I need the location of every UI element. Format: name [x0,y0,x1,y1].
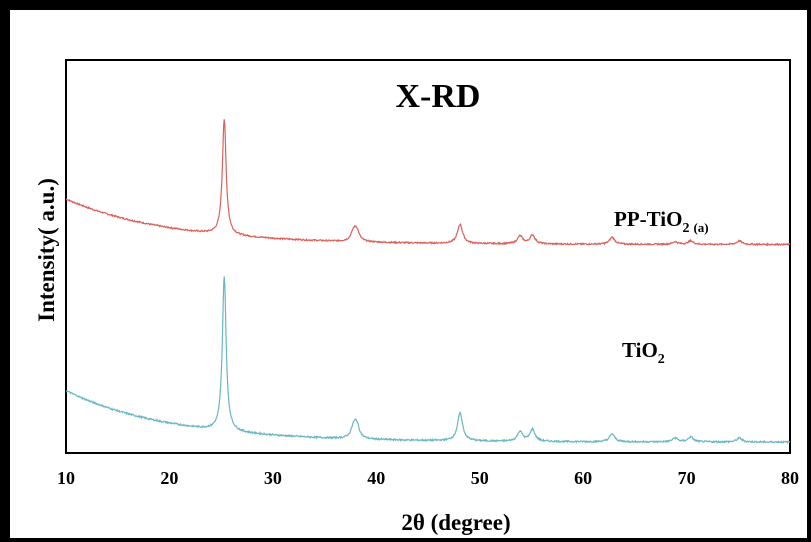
y-axis-label: Intensity( a.u.) [34,178,59,322]
x-tick-label: 70 [678,468,696,488]
series-line-pp-tio2 [65,119,791,247]
x-tick-label: 20 [160,468,178,488]
x-axis-label: 2θ (degree) [401,510,510,535]
legend-label-pp-tio2: PP-TiO2 (a) [614,207,709,236]
x-tick-label: 30 [264,468,282,488]
legend-label-tio2: TiO2 [622,338,665,367]
series-line-tio2 [65,276,791,445]
x-tick-label: 60 [574,468,592,488]
x-tick-label: 40 [367,468,385,488]
plot-area [65,59,791,454]
series-group [65,119,791,445]
chart-title: X-RD [396,78,481,115]
x-ticks: 10 20 30 40 50 60 70 80 [57,468,799,488]
x-tick-label: 50 [471,468,489,488]
x-tick-label: 80 [781,468,799,488]
x-tick-label: 10 [57,468,75,488]
